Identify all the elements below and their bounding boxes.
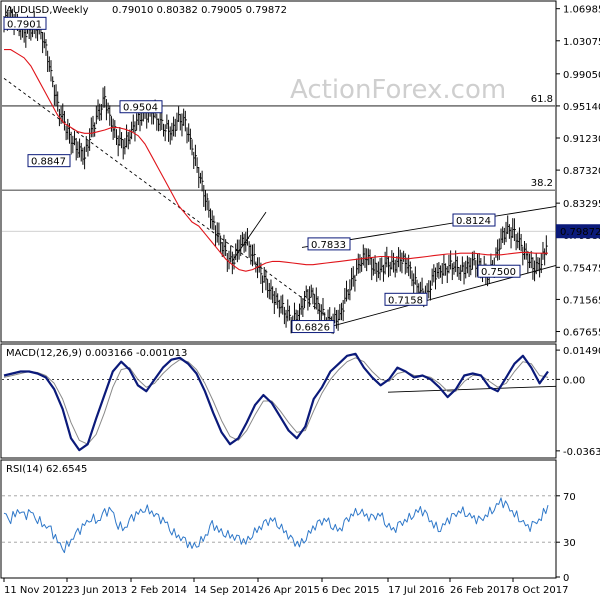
price-y-tick-label: 0.75475 (563, 263, 600, 274)
price-annotation-label: 0.7833 (311, 240, 346, 251)
price-annotation-label: 0.8847 (31, 157, 66, 168)
x-tick-label: 6 Dec 2015 (322, 585, 380, 596)
rsi-y-tick-label: 70 (563, 492, 576, 503)
x-tick-label: 23 Jun 2013 (67, 585, 127, 596)
price-annotation-label: 0.7901 (7, 19, 42, 30)
price-annotation-box (452, 213, 496, 227)
last-price-value: 0.79872 (560, 227, 600, 238)
price-annotation-label: 0.8124 (456, 216, 491, 227)
x-tick-label: 2 Feb 2014 (131, 585, 187, 596)
macd-panel (0, 343, 557, 459)
macd-main-line (3, 352, 549, 452)
ohlc-readout: 0.79010 0.80382 0.79005 0.79872 (112, 5, 287, 16)
macd-title: MACD(12,26,9) 0.003166 -0.001013 (6, 348, 187, 359)
price-annotation-box (27, 154, 71, 168)
macd-layer (2, 352, 557, 452)
price-annotation-label: 0.9504 (123, 103, 158, 114)
rsi-y-tick-label: 0 (563, 573, 569, 584)
rsi-panel (0, 459, 557, 579)
macd-y-tick-label: -0.036374 (563, 447, 600, 458)
price-y-tick-label: 0.83295 (563, 199, 600, 210)
rsi-title: RSI(14) 62.6545 (6, 464, 87, 475)
symbol-title: AUDUSD,Weekly (6, 5, 89, 16)
price-annotation-label: 0.6826 (295, 323, 330, 334)
x-tick-label: 8 Oct 2017 (513, 585, 568, 596)
price-layer: 61.8 38.2 0.7901 0.7833 0.7500 0.7158 0.6826 0.… (2, 5, 557, 335)
fib-level-label: 38.2 (531, 178, 553, 189)
x-tick-label: 17 Jul 2016 (388, 585, 445, 596)
rsi-layer (2, 495, 555, 554)
x-tick-label: 11 Nov 2012 (4, 585, 68, 596)
price-annotation-box (384, 292, 428, 306)
price-y-tick-label: 0.71565 (563, 295, 600, 306)
price-panel (0, 0, 557, 343)
price-annotation-box (477, 264, 521, 278)
macd-support-line (387, 385, 557, 393)
macd-y-tick-label: 0.00 (563, 375, 585, 386)
price-y-tick-label: 1.06985 (563, 5, 600, 16)
price-annotation-box (119, 100, 163, 114)
price-annotation-box (3, 16, 47, 30)
price-annotation-label: 0.7158 (388, 295, 423, 306)
price-y-tick-label: 1.03075 (563, 37, 600, 48)
price-annotation-label: 0.7500 (481, 267, 516, 278)
macd-y-tick-label: 0.014902 (563, 346, 600, 357)
last-price-tag (556, 224, 600, 239)
x-tick-label: 26 Feb 2017 (450, 585, 512, 596)
rsi-line (3, 497, 549, 554)
macd-signal-line (3, 357, 549, 445)
rsi-y-tick-label: 30 (563, 538, 576, 549)
price-annotation-box (291, 320, 335, 334)
moving-average-line (4, 49, 548, 272)
x-tick-label: 14 Sep 2014 (194, 585, 257, 596)
fib-level-label: 61.8 (531, 94, 553, 105)
price-y-tick-label: 0.67655 (563, 328, 600, 339)
x-tick-label: 26 Apr 2015 (258, 585, 320, 596)
watermark: ActionForex.com (290, 75, 506, 105)
price-annotation-box (307, 237, 351, 251)
